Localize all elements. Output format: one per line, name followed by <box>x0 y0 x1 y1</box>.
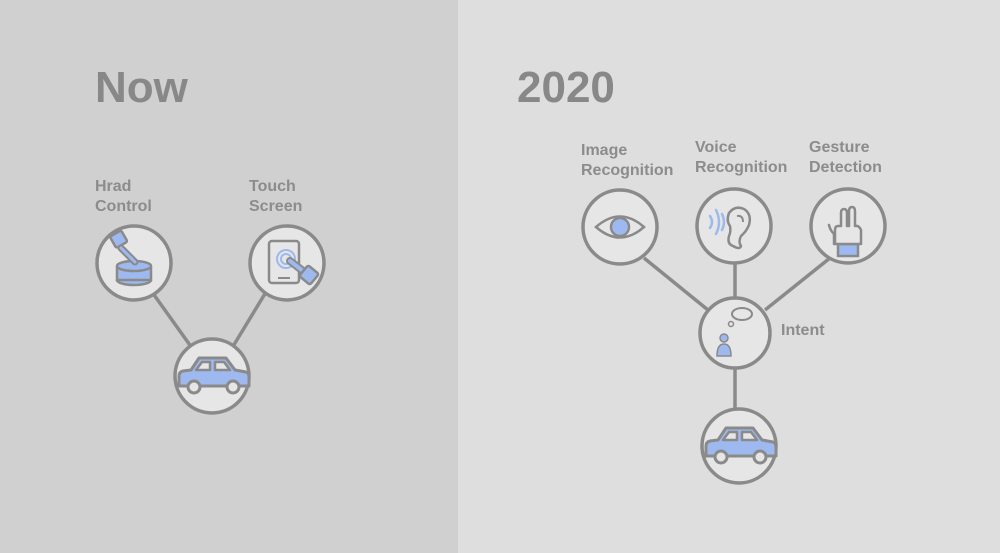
now-heading: Now <box>95 63 188 112</box>
image-recognition-label: Image Recognition <box>581 142 674 179</box>
hard-control-label: Hrad Control <box>95 178 152 215</box>
future-heading: 2020 <box>517 63 615 112</box>
intent-label: Intent <box>781 322 825 339</box>
voice-recognition-label: Voice Recognition <box>695 139 788 176</box>
touch-screen-label: Touch Screen <box>249 178 303 215</box>
gesture-detection-label: Gesture Detection <box>809 139 882 176</box>
now-panel <box>0 0 458 553</box>
